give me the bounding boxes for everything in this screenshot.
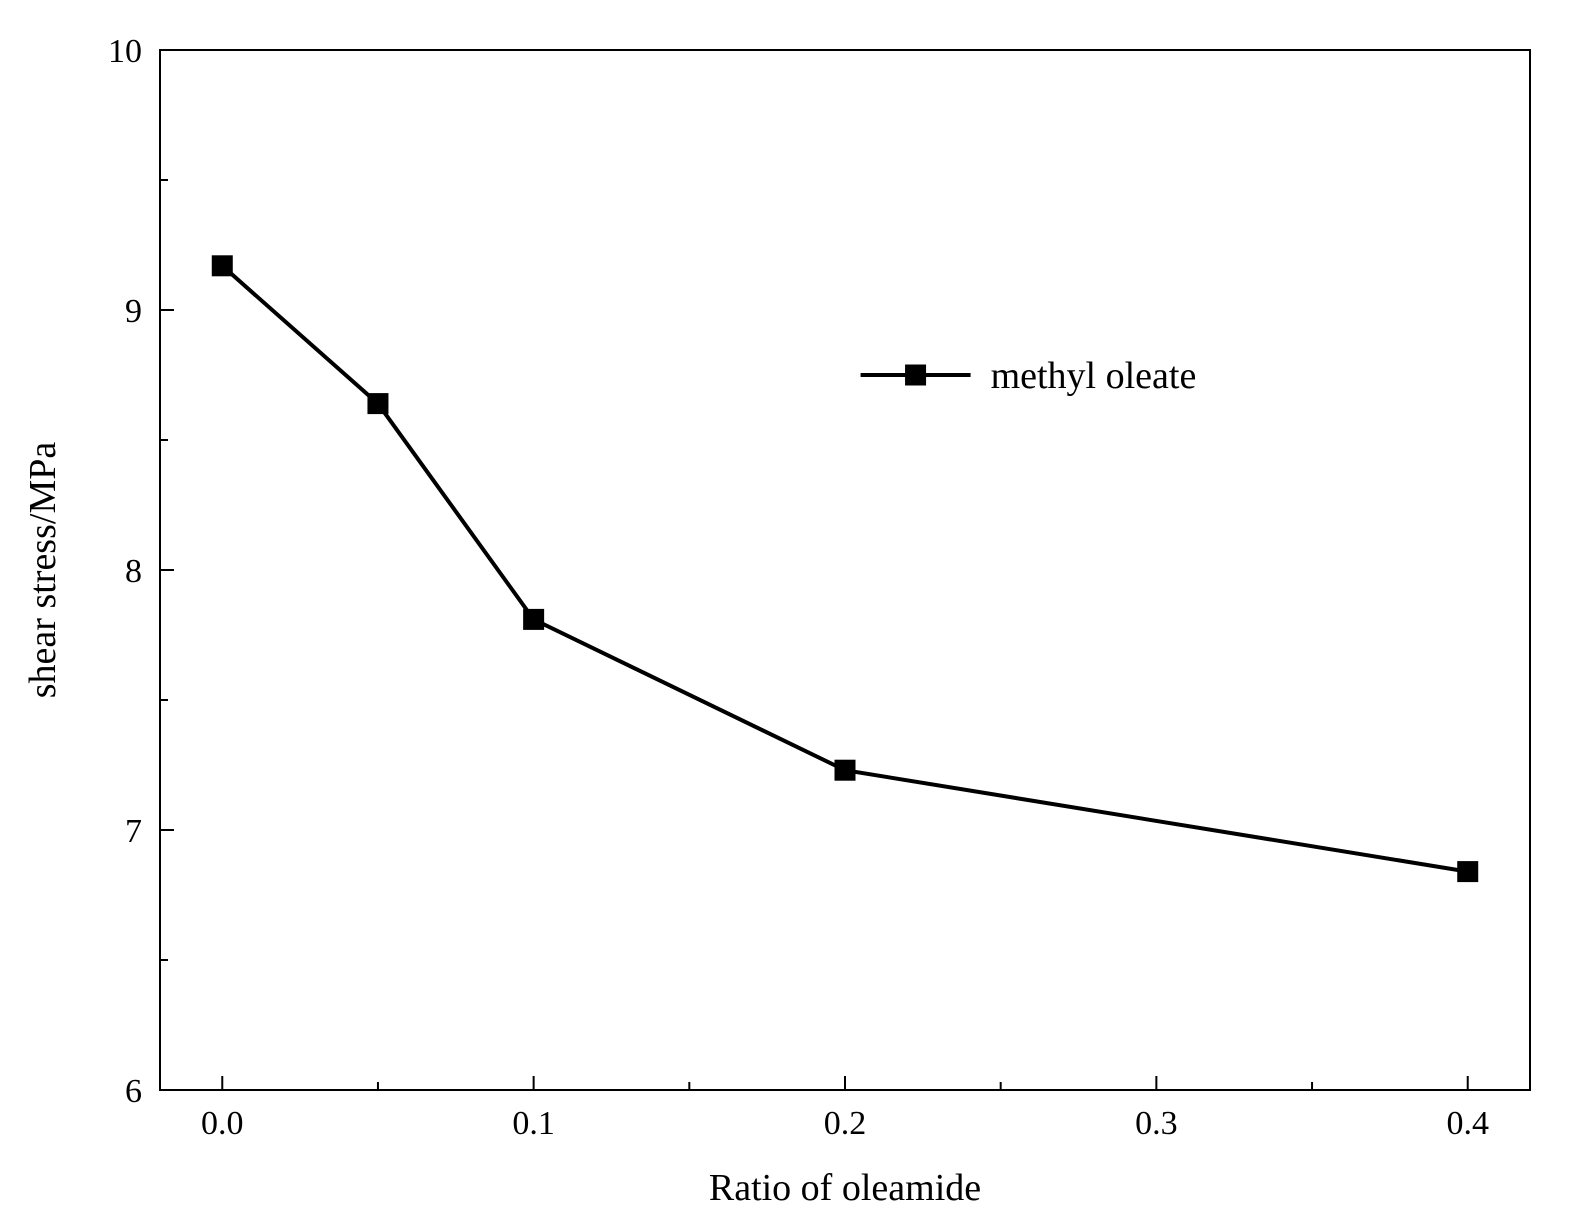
x-axis-label: Ratio of oleamide xyxy=(709,1167,981,1209)
series-marker xyxy=(368,394,388,414)
series-marker xyxy=(1458,862,1478,882)
y-tick-label: 6 xyxy=(125,1073,142,1110)
legend-marker xyxy=(906,365,926,385)
x-tick-label: 0.1 xyxy=(512,1105,555,1142)
y-tick-label: 9 xyxy=(125,293,142,330)
series-marker xyxy=(835,760,855,780)
y-tick-label: 7 xyxy=(125,813,142,850)
legend-label: methyl oleate xyxy=(991,355,1197,397)
x-tick-label: 0.3 xyxy=(1135,1105,1178,1142)
x-tick-label: 0.2 xyxy=(824,1105,867,1142)
y-tick-label: 8 xyxy=(125,553,142,590)
chart-container: 0.0 0.1 0.2 0.3 0.4 6 7 8 9 10 Ratio of oleamide sh… xyxy=(0,0,1581,1223)
x-tick-label: 0.0 xyxy=(201,1105,244,1142)
y-tick-label: 10 xyxy=(108,33,142,70)
series-marker xyxy=(524,609,544,629)
y-axis-label: shear stress/MPa xyxy=(22,442,64,699)
series-marker xyxy=(212,256,232,276)
shear-stress-chart: 0.0 0.1 0.2 0.3 0.4 6 7 8 9 10 Ratio of oleamide sh… xyxy=(0,0,1581,1223)
x-tick-label: 0.4 xyxy=(1446,1105,1489,1142)
